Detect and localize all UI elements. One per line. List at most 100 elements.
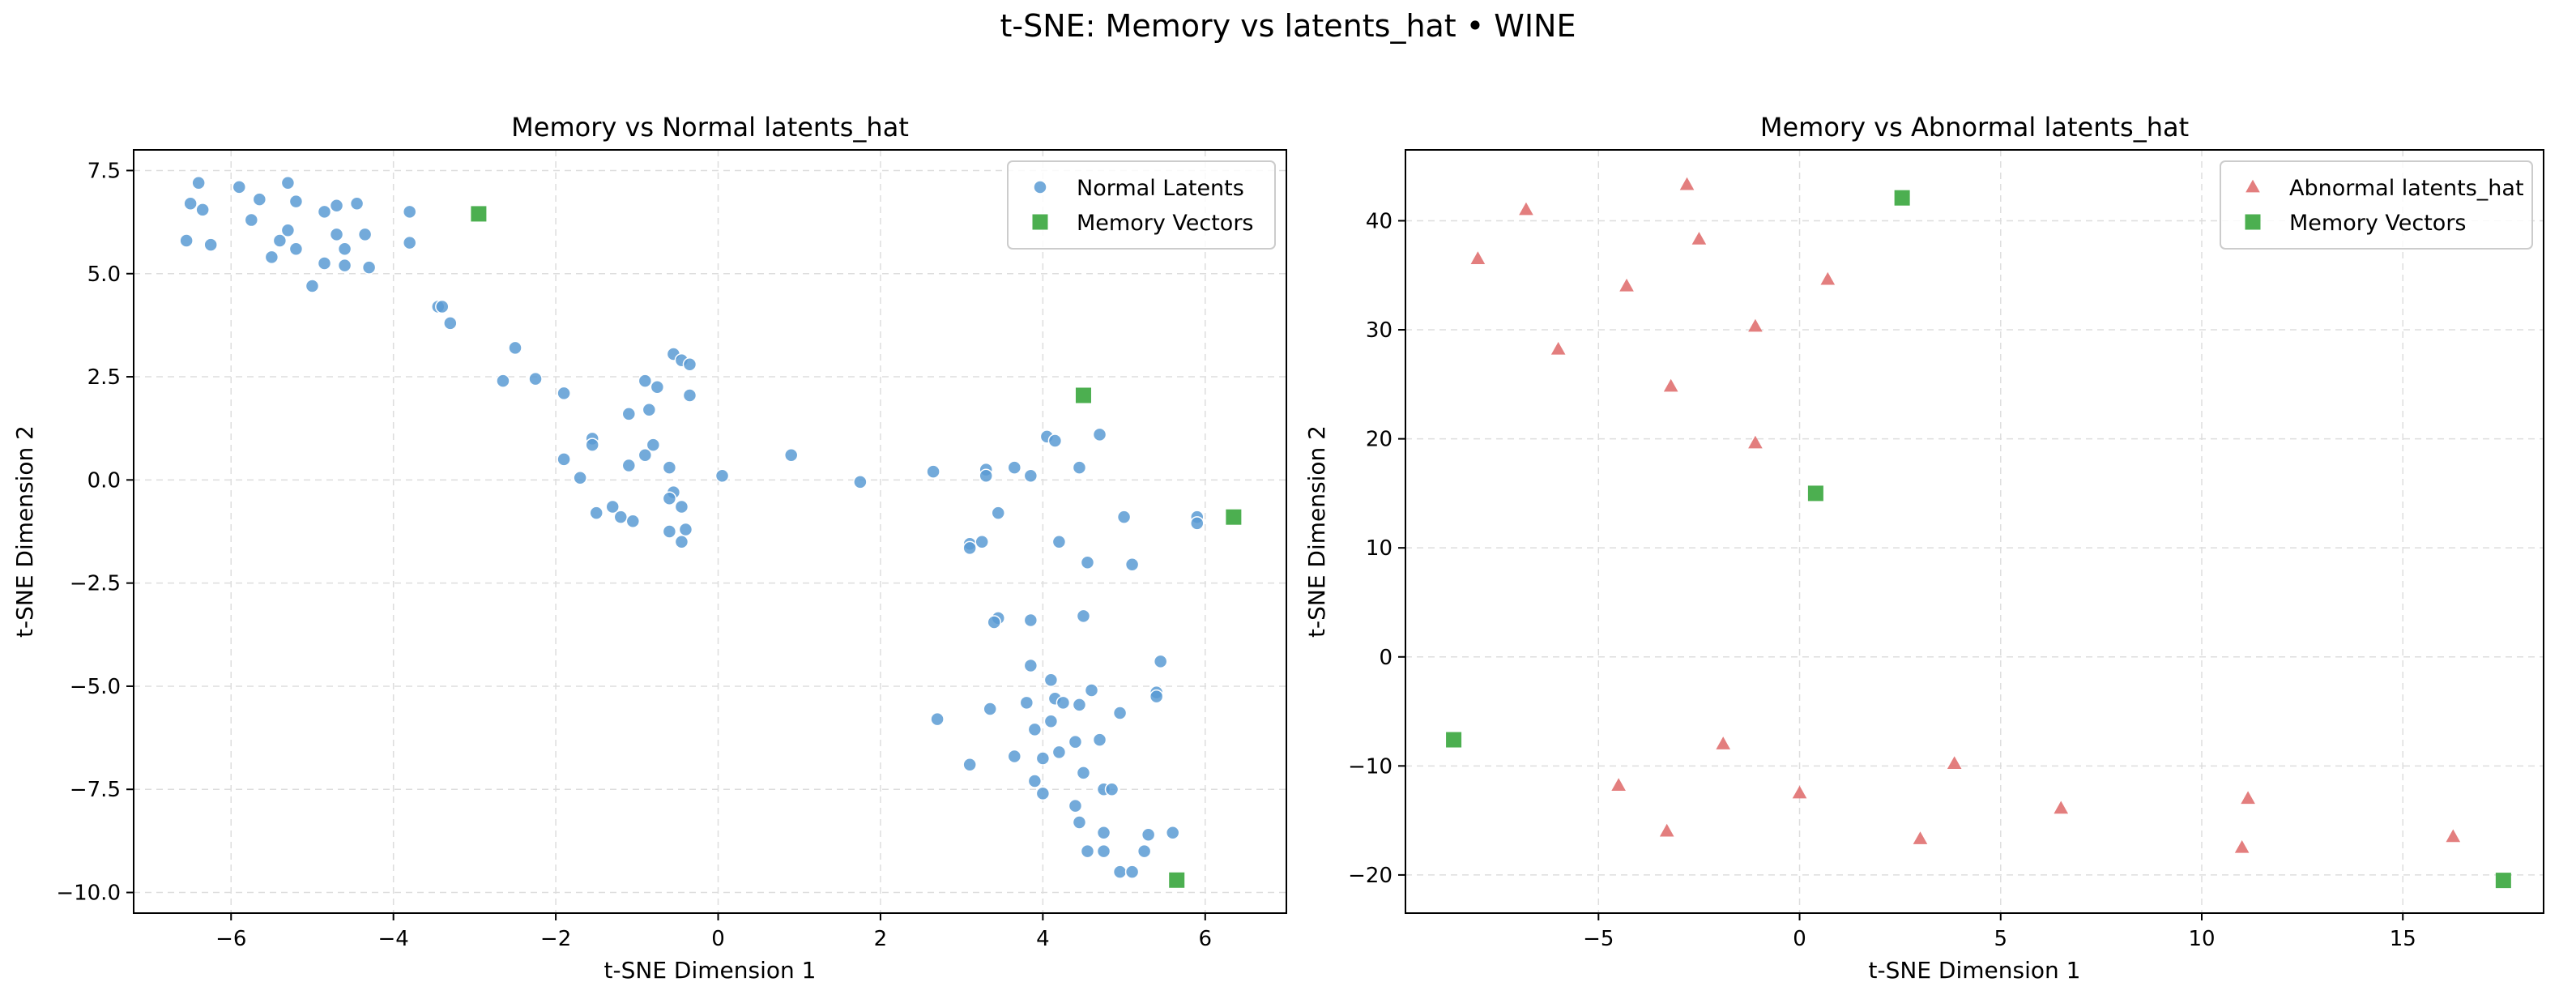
normal-latent-point — [674, 534, 689, 549]
normal-latent-point — [573, 471, 587, 485]
memory-vector-point — [1807, 485, 1823, 502]
normal-latent-point — [638, 448, 653, 463]
normal-latent-point — [272, 233, 288, 248]
normal-latent-point — [288, 241, 304, 256]
y-axis-label: t-SNE Dimension 2 — [11, 425, 38, 638]
left-panel-normal: −6 −4 −2 0 2 4 6 −10.0 −7.5 −5.0 −2.5 0.0 2.5 5.0 7.5 M… — [11, 112, 1287, 984]
normal-latent-point — [589, 506, 603, 520]
normal-latent-point — [508, 340, 522, 356]
normal-latent-point — [979, 468, 993, 484]
abnormal-latent-point — [1716, 736, 1731, 749]
normal-latent-point — [1043, 672, 1059, 688]
legend-box — [2220, 160, 2533, 250]
y-tick-label: 40 — [1366, 209, 1392, 233]
normal-latent-point — [1068, 798, 1083, 813]
normal-latent-point — [991, 506, 1005, 520]
normal-latent-point — [329, 198, 344, 213]
normal-latent-point — [662, 460, 677, 475]
y-axis-label: t-SNE Dimension 2 — [1303, 425, 1330, 638]
normal-latent-point — [1096, 825, 1111, 840]
abnormal-latent-point — [2234, 839, 2250, 853]
abnormal-latent-point — [1748, 318, 1763, 332]
normal-latent-point — [179, 233, 194, 248]
normal-latent-point — [682, 357, 697, 372]
normal-latent-point — [625, 514, 641, 529]
normal-latent-point — [361, 260, 377, 275]
normal-latent-point — [337, 258, 352, 273]
y-tick-label: 7.5 — [87, 159, 121, 183]
panel-title: Memory vs Abnormal latents_hat — [1760, 112, 2189, 143]
normal-latent-point — [1035, 751, 1051, 766]
x-tick-label: −6 — [215, 927, 246, 951]
normal-latent-point — [1023, 468, 1039, 484]
y-tick-label: −10 — [1348, 754, 1392, 779]
panel-title: Memory vs Normal latents_hat — [511, 112, 909, 143]
normal-latent-point — [642, 403, 657, 417]
normal-latent-point — [638, 374, 653, 388]
normal-latent-point — [195, 203, 210, 217]
normal-latent-point — [1076, 766, 1091, 780]
legend: Normal Latents Memory Vectors — [1007, 160, 1276, 250]
normal-latent-point — [1096, 843, 1111, 859]
x-tick-label: −5 — [1583, 927, 1614, 951]
normal-latent-point — [674, 499, 689, 514]
normal-latent-point — [1092, 427, 1107, 442]
normal-latent-point — [402, 204, 417, 220]
memory-vector-point — [1446, 732, 1462, 748]
normal-latent-point — [613, 510, 629, 524]
abnormal-latent-point — [1947, 756, 1962, 770]
normal-latent-point — [496, 374, 510, 388]
abnormal-latent-point — [1913, 831, 1928, 844]
abnormal-latent-point — [1679, 177, 1695, 190]
abnormal-latent-point — [1820, 271, 1836, 285]
normal-latent-point — [605, 499, 620, 514]
normal-latent-point — [962, 540, 977, 556]
normal-latent-point — [1007, 749, 1022, 764]
normal-latent-point — [1056, 695, 1071, 711]
normal-latent-point — [252, 192, 267, 207]
normal-latent-point — [329, 227, 344, 242]
normal-latent-point — [1072, 460, 1087, 475]
normal-latent-point — [585, 438, 599, 452]
normal-latent-point — [975, 534, 989, 549]
y-tick-label: 0 — [1379, 646, 1392, 670]
x-axis-label: t-SNE Dimension 1 — [1869, 957, 2081, 984]
y-tick-label: 30 — [1366, 318, 1392, 343]
legend-label: Abnormal latents_hat — [2289, 176, 2524, 201]
normal-latent-point — [203, 237, 218, 252]
normal-latent-point — [191, 175, 206, 190]
memory-vector-point — [1226, 509, 1242, 525]
normal-latent-point — [987, 615, 1001, 630]
abnormal-latent-point — [1619, 278, 1634, 292]
legend: Abnormal latents_hat Memory Vectors — [2220, 160, 2533, 250]
normal-latent-point — [1072, 698, 1087, 712]
normal-latent-point — [288, 194, 304, 209]
normal-latent-point — [557, 452, 571, 467]
normal-latent-point — [1027, 774, 1043, 788]
normal-latent-point — [1190, 516, 1205, 531]
memory-vector-point — [2495, 873, 2511, 889]
axes-frame — [133, 149, 1287, 914]
normal-latent-point — [783, 448, 799, 463]
normal-latent-point — [280, 223, 296, 238]
legend-marker — [2245, 179, 2260, 193]
x-tick-label: 2 — [874, 927, 888, 951]
normal-latent-point — [1051, 534, 1067, 549]
x-tick-label: 15 — [2390, 927, 2416, 951]
normal-latent-point — [317, 256, 332, 271]
x-tick-label: −4 — [378, 927, 409, 951]
abnormal-latent-point — [1550, 341, 1566, 355]
normal-latent-point — [305, 279, 320, 293]
x-tick-label: 0 — [1793, 927, 1806, 951]
normal-latent-point — [557, 386, 571, 401]
x-tick-label: −2 — [540, 927, 571, 951]
axes-frame — [1405, 149, 2544, 914]
normal-latent-point — [317, 204, 332, 220]
normal-latent-point — [650, 380, 665, 395]
normal-latent-point — [646, 438, 661, 452]
normal-latent-point — [1023, 613, 1039, 628]
x-tick-label: 6 — [1199, 927, 1213, 951]
legend-label: Memory Vectors — [1077, 211, 1254, 236]
normal-latent-point — [435, 299, 450, 314]
